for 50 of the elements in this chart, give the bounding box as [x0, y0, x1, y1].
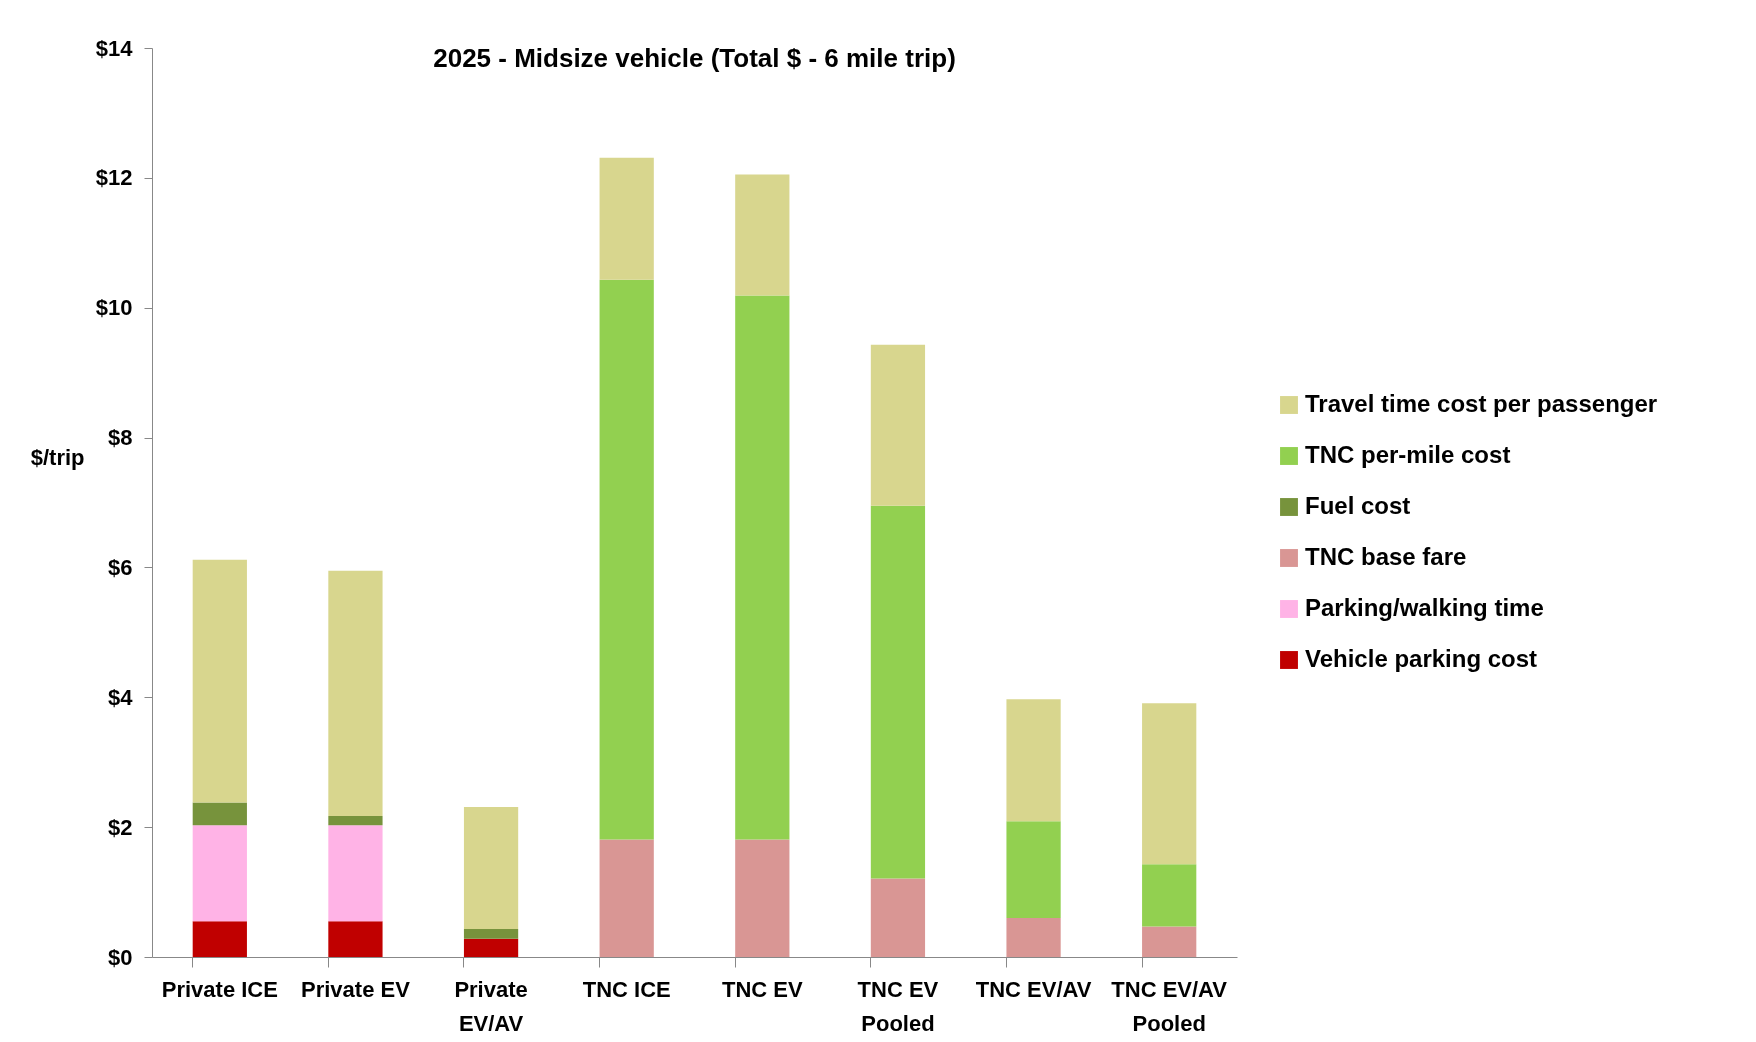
legend-label: Fuel cost	[1305, 492, 1411, 519]
bar	[463, 938, 519, 957]
bar	[1142, 926, 1197, 957]
y-tick-label: $6	[108, 554, 133, 580]
x-tick-label: TNC EV/AV	[975, 976, 1092, 1002]
x-tick-label: Private EV	[301, 976, 411, 1002]
x-tick-label: Private ICE	[161, 976, 278, 1002]
bar	[192, 921, 247, 957]
bar	[599, 839, 654, 957]
legend-label: TNC base fare	[1305, 543, 1467, 570]
y-tick-label: $8	[108, 425, 133, 451]
y-tick-label: $14	[95, 35, 134, 61]
bar	[328, 816, 383, 826]
y-tick-label: $2	[108, 814, 133, 840]
bar	[192, 825, 247, 922]
x-tick-label: Private EV/AV	[454, 976, 528, 1036]
y-tick-label: $4	[108, 684, 134, 710]
y-tick-label: $10	[95, 295, 133, 321]
bar	[463, 929, 519, 939]
chart-title: 2025 - Midsize vehicle (Total $ - 6 mile trip)	[433, 43, 956, 73]
x-tick-label: TNC EV/AV Pooled	[1111, 976, 1228, 1036]
bar	[1006, 699, 1061, 822]
legend-label: TNC per-mile cost	[1305, 441, 1511, 468]
x-tick-label: TNC EV Pooled	[857, 976, 939, 1036]
y-tick-label: $12	[95, 165, 133, 191]
bar	[328, 921, 383, 957]
x-tick-label: TNC ICE	[582, 976, 671, 1002]
legend-label: Travel time cost per passenger	[1305, 390, 1658, 417]
bar	[599, 157, 654, 280]
bar	[1006, 918, 1061, 957]
bar	[735, 174, 790, 296]
bar	[735, 839, 790, 957]
bar	[735, 295, 790, 840]
bar	[599, 279, 654, 840]
bar	[328, 825, 383, 922]
bar	[1142, 864, 1197, 927]
legend-label: Vehicle parking cost	[1305, 645, 1538, 672]
bar	[1142, 703, 1197, 865]
y-axis-title: $/trip	[30, 445, 85, 470]
bar	[192, 559, 247, 803]
bar	[1006, 821, 1061, 919]
bar	[328, 570, 383, 817]
bar	[870, 505, 926, 879]
bar	[192, 802, 247, 826]
x-tick-label: TNC EV	[721, 976, 803, 1002]
legend-label: Parking/walking time	[1305, 594, 1544, 621]
bar	[870, 344, 926, 506]
bar	[870, 878, 926, 957]
y-tick-label: $0	[108, 944, 133, 970]
bar	[463, 807, 519, 930]
